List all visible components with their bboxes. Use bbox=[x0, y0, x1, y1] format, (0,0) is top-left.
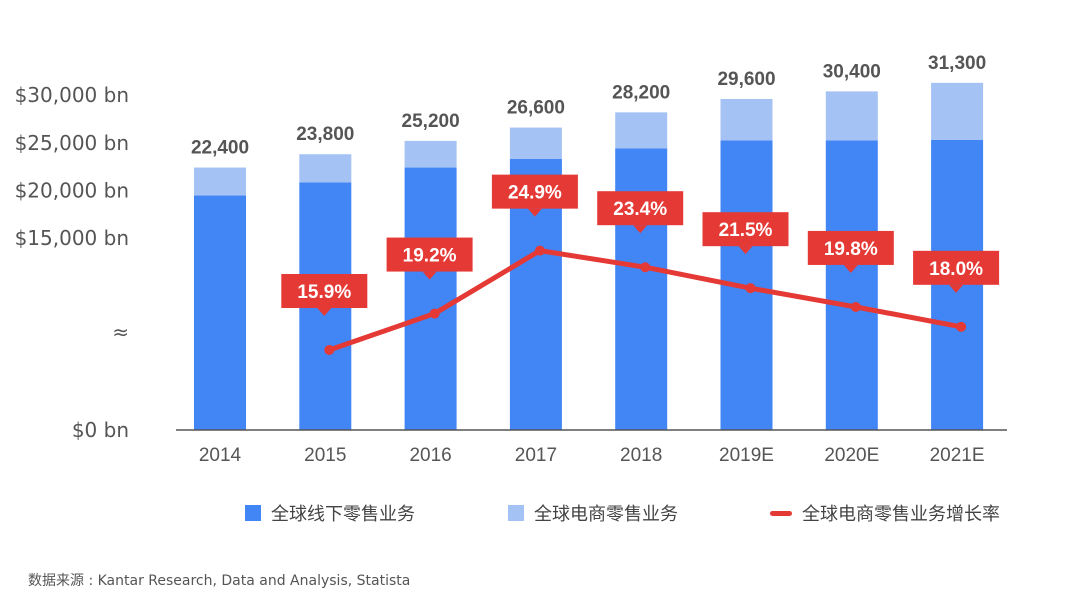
source-note: 数据来源 : Kantar Research, Data and Analysi… bbox=[28, 573, 411, 589]
growth-point bbox=[324, 345, 335, 355]
bar-ecommerce bbox=[615, 112, 668, 149]
bar-offline bbox=[825, 140, 878, 431]
growth-point bbox=[429, 308, 440, 319]
legend-label-growth: 全球电商零售业务增长率 bbox=[802, 504, 1000, 525]
y-tick-label: $20,000 bn bbox=[15, 178, 129, 202]
growth-callout-pointer bbox=[317, 308, 332, 316]
bar-ecommerce bbox=[720, 99, 773, 141]
legend-label-ecommerce: 全球电商零售业务 bbox=[534, 504, 678, 525]
bar-total-label: 22,400 bbox=[191, 138, 249, 159]
growth-callout-box bbox=[702, 212, 789, 247]
growth-data-label: 15.9% bbox=[297, 282, 351, 303]
growth-callout-pointer bbox=[738, 246, 753, 255]
growth-callout-box bbox=[807, 230, 894, 265]
growth-point bbox=[745, 283, 756, 294]
x-tick-label: 2021E bbox=[930, 445, 985, 466]
growth-callout-box bbox=[597, 191, 684, 226]
y-tick-label: ≈ bbox=[112, 320, 129, 344]
bar-offline bbox=[194, 195, 246, 430]
bar-ecommerce bbox=[509, 127, 562, 159]
growth-data-label: 18.0% bbox=[929, 259, 983, 280]
growth-callout-box bbox=[913, 250, 1000, 285]
bar-offline bbox=[404, 167, 457, 430]
y-tick-label: $25,000 bn bbox=[15, 131, 129, 155]
legend-item-growth: 全球电商零售业务增长率 bbox=[770, 500, 1000, 526]
growth-callout-box bbox=[491, 174, 578, 209]
growth-callout-box bbox=[281, 274, 368, 308]
bar-total-label: 30,400 bbox=[823, 61, 881, 82]
chart: $0 bn ≈ $15,000 bn $20,000 bn $25,000 bn $30,… bbox=[15, 53, 1007, 466]
growth-data-label: 19.2% bbox=[403, 246, 457, 267]
legend-swatch-offline bbox=[245, 505, 261, 521]
bar-total-label: 25,200 bbox=[402, 111, 460, 132]
bar-total-label: 28,200 bbox=[612, 82, 670, 103]
bar-total-label: 29,600 bbox=[717, 69, 775, 90]
growth-data-label: 24.9% bbox=[508, 183, 562, 204]
growth-point bbox=[534, 245, 545, 256]
y-tick-label: $30,000 bn bbox=[15, 83, 129, 107]
growth-callout-pointer bbox=[843, 264, 858, 273]
bar-total-label: 26,600 bbox=[507, 98, 565, 119]
bar-ecommerce bbox=[404, 140, 457, 168]
growth-data-label: 19.8% bbox=[824, 239, 878, 260]
bar-ecommerce bbox=[299, 154, 352, 183]
legend-label-offline: 全球线下零售业务 bbox=[271, 504, 415, 525]
legend-item-offline: 全球线下零售业务 bbox=[245, 500, 415, 526]
bar-ecommerce bbox=[931, 82, 984, 140]
growth-callout-pointer bbox=[422, 271, 437, 280]
x-tick-label: 2019E bbox=[719, 445, 774, 466]
bar-total-label: 23,800 bbox=[296, 124, 354, 145]
bar-ecommerce bbox=[194, 167, 246, 196]
growth-point bbox=[640, 262, 651, 273]
x-tick-label: 2018 bbox=[620, 445, 662, 466]
legend: 全球线下零售业务 全球电商零售业务 全球电商零售业务增长率 bbox=[0, 500, 1080, 530]
growth-point bbox=[850, 301, 861, 312]
x-tick-label: 2016 bbox=[409, 445, 451, 466]
growth-callout-pointer bbox=[949, 284, 964, 293]
growth-callout-box bbox=[386, 237, 473, 272]
x-tick-label: 2017 bbox=[515, 445, 557, 466]
legend-swatch-growth bbox=[770, 510, 792, 516]
legend-item-ecommerce: 全球电商零售业务 bbox=[508, 500, 678, 526]
x-tick-label: 2015 bbox=[304, 445, 346, 466]
growth-point bbox=[956, 321, 967, 332]
growth-data-label: 23.4% bbox=[613, 199, 667, 220]
bar-total-label: 31,300 bbox=[928, 53, 986, 74]
bar-ecommerce bbox=[825, 91, 878, 141]
growth-callout-pointer bbox=[633, 225, 648, 234]
bar-offline bbox=[615, 148, 668, 430]
y-tick-label: $15,000 bn bbox=[15, 226, 129, 250]
legend-swatch-ecommerce bbox=[508, 505, 524, 521]
x-tick-label: 2014 bbox=[199, 445, 242, 466]
y-tick-label: $0 bn bbox=[72, 418, 129, 442]
x-tick-label: 2020E bbox=[824, 445, 879, 466]
growth-callout-pointer bbox=[527, 208, 542, 217]
growth-data-label: 21.5% bbox=[719, 220, 773, 241]
